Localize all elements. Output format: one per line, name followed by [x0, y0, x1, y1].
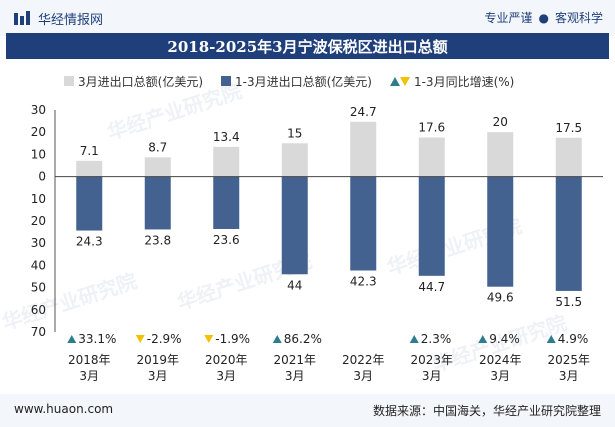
bar-logo-icon [14, 11, 30, 25]
bar-march [555, 137, 582, 177]
growth-up-marker [272, 335, 282, 343]
triangle-down-icon [399, 76, 410, 86]
growth-up-marker [67, 335, 77, 343]
x-tick-label-year: 2019年 [136, 353, 179, 367]
bar-cumulative [418, 176, 445, 276]
x-tick-label-year: 2021年 [273, 353, 316, 367]
legend-item-growth: 1-3月同比增速(%) [389, 73, 515, 90]
legend: 3月进出口总额(亿美元) 1-3月进出口总额(亿美元) 1-3月同比增速(%) [64, 72, 532, 90]
legend-item-march: 3月进出口总额(亿美元) [64, 73, 203, 90]
y-tick-label: 10 [31, 147, 46, 161]
growth-up-marker [546, 335, 556, 343]
data-label-march: 15 [287, 126, 302, 140]
data-label-cumulative: 44.7 [418, 280, 445, 294]
bar-march [76, 160, 103, 177]
footer: www.huaon.com 数据来源：中国海关，华经产业研究院整理 [0, 394, 615, 427]
x-tick-label-month: 3月 [216, 369, 236, 383]
legend-swatch-cumulative [221, 76, 231, 86]
growth-label: 9.4% [489, 332, 520, 346]
bar-cumulative [350, 176, 377, 271]
data-label-cumulative: 24.3 [76, 235, 103, 249]
tagline: 专业严谨 ● 客观科学 [484, 9, 603, 26]
bar-cumulative [281, 176, 308, 275]
data-label-march: 8.7 [148, 140, 167, 154]
growth-label: -1.9% [215, 332, 250, 346]
y-tick-label: 20 [31, 125, 46, 139]
x-tick-label-month: 3月 [490, 369, 510, 383]
y-tick-label: 40 [31, 258, 46, 272]
bar-cumulative [144, 176, 171, 230]
legend-item-cumulative: 1-3月进出口总额(亿美元) [221, 73, 372, 90]
brand[interactable]: 华经情报网 [14, 8, 103, 28]
x-tick-label-year: 2024年 [479, 353, 522, 367]
legend-label-march: 3月进出口总额(亿美元) [78, 74, 203, 89]
growth-label: 86.2% [284, 332, 322, 346]
legend-swatch-march [64, 76, 74, 86]
chart-title: 2018-2025年3月宁波保税区进出口总额 [6, 33, 609, 59]
data-label-cumulative: 23.8 [144, 233, 171, 247]
data-label-march: 7.1 [80, 144, 99, 158]
bar-march [144, 157, 171, 177]
tagline-left: 专业严谨 [484, 11, 533, 25]
y-tick-label: 70 [31, 325, 46, 339]
y-tick-label: 30 [31, 236, 46, 250]
growth-down-marker [135, 335, 145, 343]
data-label-cumulative: 49.6 [487, 291, 514, 305]
data-label-march: 24.7 [350, 105, 377, 119]
growth-up-marker [409, 335, 419, 343]
y-tick-label: 10 [31, 192, 46, 206]
header-bar: 华经情报网 专业严谨 ● 客观科学 [0, 0, 615, 36]
data-label-march: 20 [493, 115, 508, 129]
chart-canvas: 华经产业研究院华经产业研究院华经产业研究院华经产业研究院华经产业研究院30201… [0, 79, 603, 383]
growth-label: 2.3% [421, 332, 452, 346]
growth-label: -2.9% [147, 332, 182, 346]
legend-label-cumulative: 1-3月进出口总额(亿美元) [235, 74, 372, 89]
data-label-cumulative: 44 [287, 278, 302, 292]
triangle-up-icon [389, 76, 400, 86]
x-tick-label-year: 2025年 [547, 353, 590, 367]
bar-cumulative [213, 176, 240, 229]
footer-site-link[interactable]: www.huaon.com [14, 402, 114, 416]
data-label-march: 17.5 [555, 121, 582, 135]
data-label-cumulative: 42.3 [350, 275, 377, 289]
y-tick-label: 0 [38, 170, 46, 184]
legend-label-growth: 1-3月同比增速(%) [413, 74, 515, 89]
tagline-separator: ● [538, 11, 549, 25]
x-tick-label-month: 3月 [79, 369, 99, 383]
data-label-cumulative: 51.5 [555, 295, 582, 309]
x-tick-label-month: 3月 [422, 369, 442, 383]
growth-label: 33.1% [78, 332, 116, 346]
x-tick-label-month: 3月 [285, 369, 305, 383]
footer-source: 数据来源：中国海关，华经产业研究院整理 [372, 404, 601, 418]
bar-cumulative [487, 176, 514, 287]
x-tick-label-year: 2018年 [68, 353, 111, 367]
bar-march [418, 137, 445, 177]
bar-march [487, 132, 514, 177]
y-tick-label: 60 [31, 303, 46, 317]
data-label-march: 13.4 [213, 130, 240, 144]
y-tick-label: 50 [31, 281, 46, 295]
x-tick-label-month: 3月 [559, 369, 579, 383]
x-tick-label-year: 2023年 [410, 353, 453, 367]
bar-march [350, 121, 377, 177]
x-tick-label-month: 3月 [353, 369, 373, 383]
x-tick-label-year: 2020年 [205, 353, 248, 367]
bar-march [213, 146, 240, 177]
x-tick-label-year: 2022年 [342, 353, 385, 367]
growth-label: 4.9% [558, 332, 589, 346]
y-tick-label: 30 [31, 103, 46, 117]
data-label-march: 17.6 [418, 121, 445, 135]
y-tick-label: 20 [31, 214, 46, 228]
tagline-right: 客观科学 [554, 11, 603, 25]
growth-down-marker [204, 335, 214, 343]
bar-cumulative [76, 176, 103, 231]
brand-name: 华经情报网 [38, 12, 104, 28]
growth-up-marker [478, 335, 488, 343]
bar-march [281, 143, 308, 177]
x-tick-label-month: 3月 [148, 369, 168, 383]
watermark-text: 华经产业研究院 [0, 269, 140, 335]
bar-cumulative [555, 176, 582, 291]
data-label-cumulative: 23.6 [213, 233, 240, 247]
